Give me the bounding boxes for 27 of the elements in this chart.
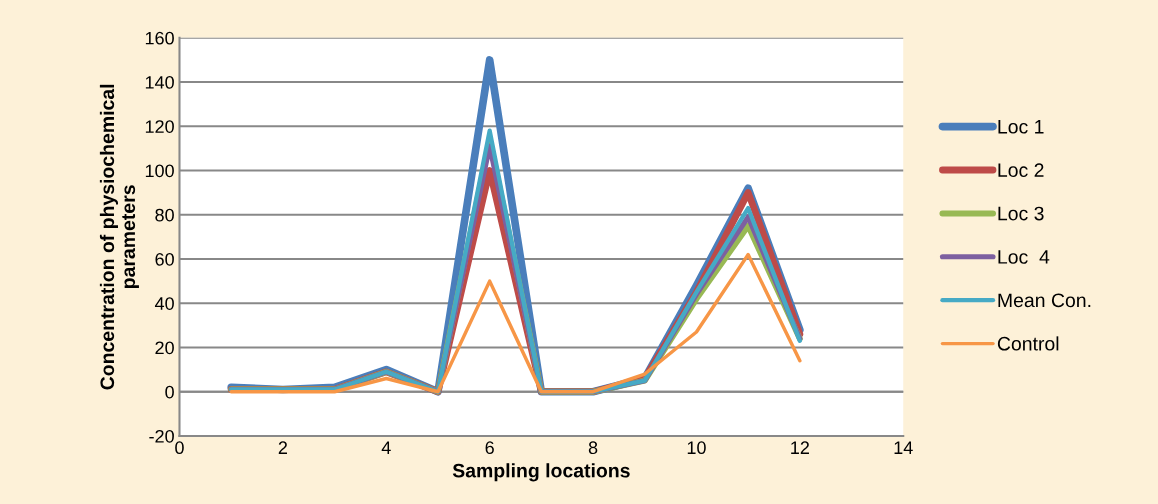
y-tick-label: 60 (155, 252, 174, 266)
legend-label: Loc 4 (998, 250, 1050, 264)
x-tick-label: 10 (687, 441, 706, 455)
legend-label: Mean Con. (998, 293, 1091, 308)
legend-label: Loc 2 (998, 163, 1044, 177)
x-tick-label: 4 (381, 441, 391, 454)
y-tick-label: 20 (155, 341, 174, 355)
y-tick-label: 120 (145, 120, 174, 133)
y-tick-label: 40 (154, 297, 174, 310)
line-series (229, 252, 802, 394)
x-tick-label: 6 (485, 441, 494, 455)
y-tick-label: -20 (149, 429, 174, 443)
x-tick-label: 12 (791, 441, 809, 454)
y-tick-label: 80 (155, 208, 174, 222)
x-tick-label: 8 (588, 441, 598, 455)
y-tick-label: 0 (165, 385, 174, 399)
legend-label: Loc 3 (998, 206, 1044, 221)
y-axis-title: Concentration of physiochemical parameters (99, 84, 139, 390)
y-tick-label: 100 (145, 164, 174, 178)
x-axis-title: Sampling locations (452, 463, 630, 482)
x-tick-label: 2 (278, 441, 287, 454)
y-tick-label: 140 (145, 75, 174, 89)
legend-label: Control (997, 336, 1059, 351)
x-tick-label: 14 (894, 441, 913, 454)
legend-label: Loc 1 (998, 120, 1044, 134)
y-tick-label: 160 (145, 31, 174, 45)
x-tick-label: 0 (175, 441, 184, 455)
